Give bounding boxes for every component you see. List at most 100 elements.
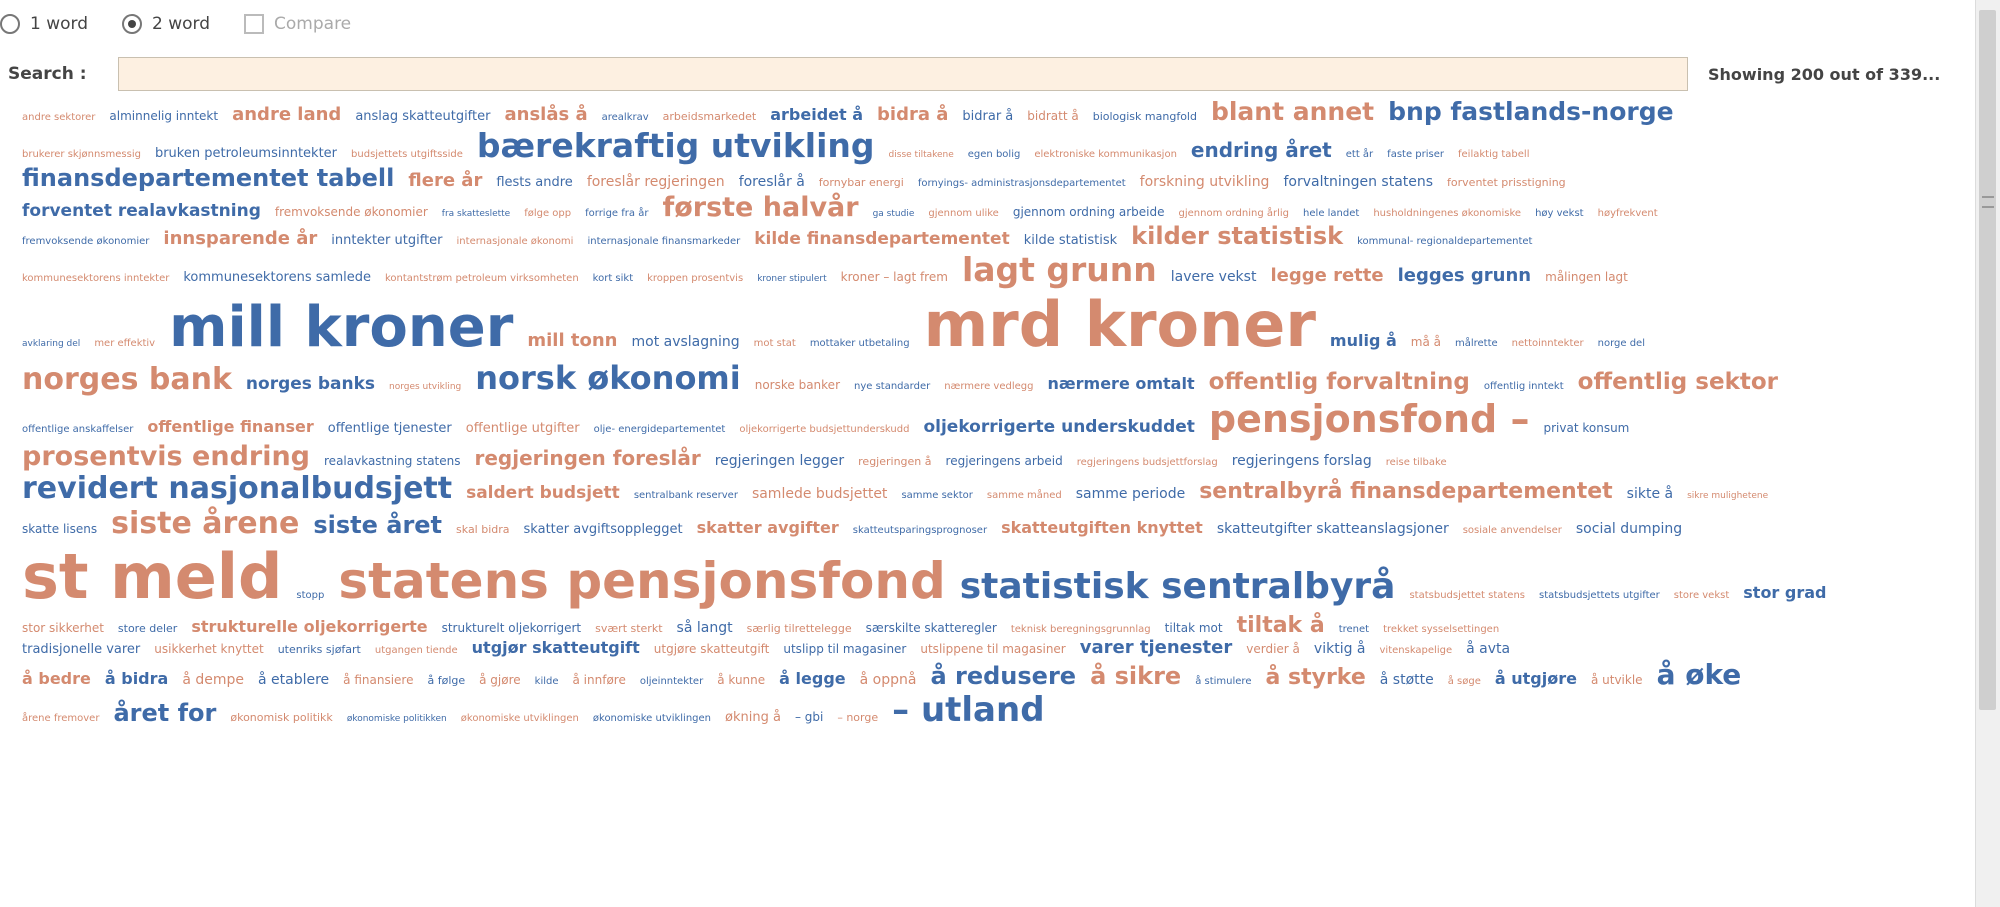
cloud-word[interactable]: å stimulere: [1195, 675, 1252, 687]
cloud-word[interactable]: økonomiske utviklingen: [592, 712, 711, 724]
cloud-word[interactable]: å innføre: [572, 672, 626, 687]
cloud-word[interactable]: offentlige finanser: [147, 416, 314, 436]
cloud-word[interactable]: offentlig forvaltning: [1208, 369, 1470, 396]
cloud-word[interactable]: utgangen tiende: [374, 645, 458, 657]
cloud-word[interactable]: utgjøre skatteutgift: [653, 642, 770, 657]
cloud-word[interactable]: st meld: [22, 540, 283, 614]
cloud-word[interactable]: husholdningenes økonomiske: [1373, 208, 1522, 220]
cloud-word[interactable]: usikkerhet knyttet: [154, 642, 264, 657]
cloud-word[interactable]: å støtte: [1379, 671, 1434, 688]
cloud-word[interactable]: siste årene: [111, 505, 300, 541]
cloud-word[interactable]: kroner – lagt frem: [840, 269, 948, 284]
cloud-word[interactable]: offentlig inntekt: [1483, 381, 1564, 393]
cloud-word[interactable]: skatte lisens: [22, 521, 98, 536]
cloud-word[interactable]: – gbi: [794, 709, 824, 724]
cloud-word[interactable]: legges grunn: [1397, 264, 1532, 286]
cloud-word[interactable]: nærmere vedlegg: [944, 381, 1034, 393]
cloud-word[interactable]: å utgjøre: [1494, 668, 1577, 688]
cloud-word[interactable]: oljekorrigerte budsjettunderskudd: [739, 423, 910, 435]
cloud-word[interactable]: statsbudsjettets utgifter: [1539, 590, 1660, 602]
cloud-word[interactable]: å utvikle: [1590, 672, 1643, 687]
cloud-word[interactable]: regjeringen foreslår: [474, 446, 701, 471]
cloud-word[interactable]: offentlige utgifter: [465, 420, 580, 436]
cloud-word[interactable]: kort sikt: [592, 272, 634, 284]
cloud-word[interactable]: å følge: [427, 673, 466, 687]
cloud-word[interactable]: tiltak mot: [1164, 620, 1223, 635]
cloud-word[interactable]: forventet realavkastning: [22, 201, 261, 222]
compare-checkbox[interactable]: [244, 14, 265, 34]
cloud-word[interactable]: viktig å: [1313, 641, 1366, 658]
cloud-word[interactable]: forrige fra år: [585, 208, 649, 220]
radio-2-word[interactable]: [122, 14, 143, 34]
cloud-word[interactable]: revidert nasjonalbudsjett: [22, 471, 453, 507]
cloud-word[interactable]: statsbudsjettet statens: [1409, 590, 1526, 602]
cloud-word[interactable]: norges utvikling: [389, 382, 462, 393]
cloud-word[interactable]: statens pensjonsfond: [338, 552, 946, 611]
cloud-word[interactable]: mot stat: [753, 337, 796, 349]
cloud-word[interactable]: arealkrav: [601, 112, 649, 123]
cloud-word[interactable]: vitenskapelige: [1379, 645, 1453, 657]
cloud-word[interactable]: stor grad: [1743, 583, 1827, 603]
cloud-word[interactable]: fremvoksende økonomier: [22, 236, 150, 248]
cloud-word[interactable]: – norge: [837, 710, 879, 724]
compare-option[interactable]: Compare: [244, 14, 351, 34]
cloud-word[interactable]: ett år: [1345, 148, 1374, 160]
cloud-word[interactable]: å styrke: [1265, 664, 1366, 690]
cloud-word[interactable]: biologisk mangfold: [1092, 110, 1197, 123]
cloud-word[interactable]: pensjonsfond –: [1208, 396, 1530, 441]
cloud-word[interactable]: ga studie: [872, 209, 915, 220]
cloud-word[interactable]: følge opp: [524, 208, 572, 220]
cloud-word[interactable]: forvaltningen statens: [1283, 173, 1434, 190]
cloud-word[interactable]: kommunal- regionaldepartementet: [1357, 236, 1533, 248]
cloud-word[interactable]: skal bidra: [456, 522, 510, 536]
cloud-word[interactable]: brukerer skjønnsmessig: [22, 148, 141, 160]
cloud-word[interactable]: offentlige tjenester: [327, 420, 452, 436]
cloud-word[interactable]: svært sterkt: [595, 621, 663, 635]
cloud-word[interactable]: å redusere: [930, 661, 1077, 690]
cloud-word[interactable]: internasjonale finansmarkeder: [587, 236, 741, 248]
cloud-word[interactable]: bidra å: [877, 104, 949, 125]
cloud-word[interactable]: varer tjenester: [1079, 637, 1233, 659]
cloud-word[interactable]: å etablere: [258, 671, 330, 688]
cloud-word[interactable]: lagt grunn: [961, 249, 1157, 289]
cloud-word[interactable]: fremvoksende økonomier: [274, 205, 428, 220]
cloud-word[interactable]: bidratt å: [1027, 109, 1079, 123]
cloud-word[interactable]: bruken petroleumsinntekter: [154, 145, 338, 161]
cloud-word[interactable]: stor sikkerhet: [22, 620, 104, 635]
cloud-word[interactable]: offentlig sektor: [1577, 369, 1779, 396]
cloud-word[interactable]: målingen lagt: [1545, 269, 1628, 284]
cloud-word[interactable]: forskning utvikling: [1139, 173, 1270, 190]
cloud-word[interactable]: kilde statistisk: [1023, 233, 1118, 249]
cloud-word[interactable]: økning å: [725, 709, 781, 725]
cloud-word[interactable]: regjeringen legger: [714, 453, 845, 470]
cloud-word[interactable]: norske banker: [754, 378, 840, 393]
cloud-word[interactable]: strukturelle oljekorrigerte: [191, 616, 428, 636]
cloud-word[interactable]: finansdepartementet tabell: [22, 163, 395, 192]
cloud-word[interactable]: trenet: [1338, 623, 1370, 635]
cloud-word[interactable]: norge del: [1597, 337, 1645, 349]
cloud-word[interactable]: kroppen prosentvis: [647, 272, 744, 284]
cloud-word[interactable]: siste året: [313, 510, 443, 539]
cloud-word[interactable]: sikre mulighetene: [1687, 491, 1769, 502]
cloud-word[interactable]: mot avslagning: [631, 333, 740, 350]
cloud-word[interactable]: arbeidet å: [770, 105, 864, 124]
cloud-word[interactable]: reise tilbake: [1385, 457, 1447, 469]
cloud-word[interactable]: flests andre: [496, 174, 573, 190]
cloud-word[interactable]: kilde: [534, 675, 559, 687]
cloud-word[interactable]: bnp fastlands-norge: [1388, 97, 1674, 126]
cloud-word[interactable]: regjeringen å: [858, 455, 932, 469]
cloud-word[interactable]: økonomiske politikken: [346, 713, 447, 724]
cloud-word[interactable]: økonomisk politikk: [230, 710, 333, 724]
cloud-word[interactable]: fra skatteslette: [441, 209, 511, 220]
cloud-word[interactable]: stopp: [296, 590, 325, 602]
cloud-word[interactable]: – utland: [892, 689, 1045, 730]
cloud-word[interactable]: kommunesektorens inntekter: [22, 272, 170, 284]
cloud-word[interactable]: å bidra: [104, 668, 169, 688]
cloud-word[interactable]: utslipp til magasiner: [783, 642, 907, 657]
cloud-word[interactable]: utslippene til magasiner: [920, 642, 1066, 657]
cloud-word[interactable]: fornybar energi: [818, 175, 904, 189]
cloud-word[interactable]: nærmere omtalt: [1047, 374, 1195, 394]
cloud-word[interactable]: høyfrekvent: [1597, 208, 1658, 220]
cloud-word[interactable]: så langt: [676, 619, 733, 636]
cloud-word[interactable]: blant annet: [1210, 97, 1375, 126]
